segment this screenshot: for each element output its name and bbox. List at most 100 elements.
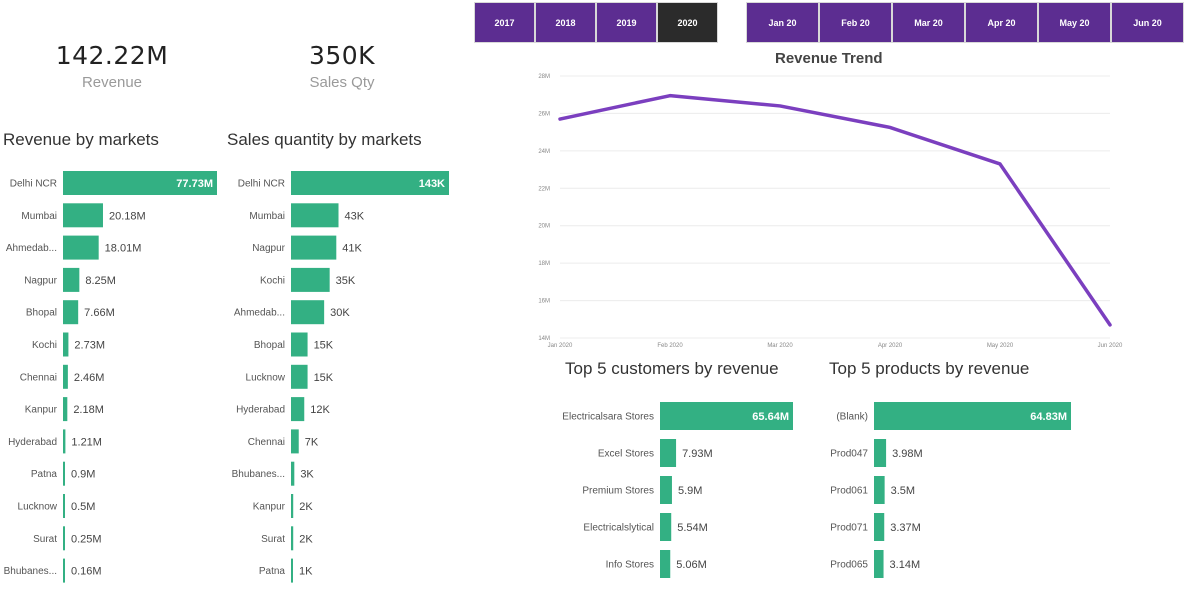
data-label-7: 12K bbox=[310, 404, 330, 416]
data-label-11: 0.25M bbox=[71, 533, 102, 545]
bar-10 bbox=[291, 494, 294, 518]
bar-12 bbox=[291, 558, 293, 583]
revenue-by-markets-title: Revenue by markets bbox=[3, 130, 159, 149]
category-label-3: Electricalslytical bbox=[583, 523, 654, 534]
data-label-7: 2.18M bbox=[73, 404, 104, 416]
data-label-3: 35K bbox=[336, 275, 356, 287]
month-slicer: Jan 20 Feb 20 Mar 20 Apr 20 May 20 Jun 2… bbox=[746, 2, 1184, 43]
revenue-kpi-label: Revenue bbox=[81, 74, 143, 91]
category-label-5: Bhopal bbox=[254, 340, 285, 351]
data-point-4 bbox=[998, 162, 1002, 166]
bar-8 bbox=[291, 429, 299, 454]
bar-5 bbox=[291, 332, 308, 357]
data-label-9: 0.9M bbox=[71, 469, 95, 481]
top5-customers-title: Top 5 customers by revenue bbox=[565, 359, 779, 378]
year-button-2019[interactable]: 2019 bbox=[596, 2, 657, 43]
y-tick-label-6: 26M bbox=[538, 111, 550, 117]
data-label-4: 30K bbox=[330, 307, 350, 319]
category-label-7: Hyderabad bbox=[236, 405, 285, 416]
month-button-mar[interactable]: Mar 20 bbox=[892, 2, 965, 43]
bar-4 bbox=[874, 550, 884, 578]
category-label-2: Ahmedab... bbox=[6, 243, 57, 254]
year-button-2017[interactable]: 2017 bbox=[474, 2, 535, 43]
data-label-0: 77.73M bbox=[176, 178, 213, 190]
data-point-3 bbox=[888, 125, 892, 129]
y-tick-label-5: 24M bbox=[538, 149, 550, 155]
category-label-3: Nagpur bbox=[24, 275, 57, 286]
bar-0 bbox=[63, 171, 217, 195]
x-tick-label-1: Feb 2020 bbox=[657, 343, 683, 349]
data-label-2: 3.5M bbox=[891, 485, 915, 497]
category-label-1: Mumbai bbox=[249, 211, 285, 222]
month-button-feb[interactable]: Feb 20 bbox=[819, 2, 892, 43]
data-label-5: 2.73M bbox=[74, 340, 105, 352]
revenue-trend-title: Revenue Trend bbox=[775, 50, 883, 67]
category-label-10: Lucknow bbox=[18, 502, 58, 513]
bar-3 bbox=[63, 267, 80, 292]
bar-1 bbox=[660, 439, 677, 467]
category-label-2: Nagpur bbox=[252, 243, 285, 254]
data-label-2: 41K bbox=[342, 243, 362, 255]
category-label-6: Chennai bbox=[20, 372, 57, 383]
data-label-1: 3.98M bbox=[892, 448, 923, 460]
category-label-1: Prod047 bbox=[830, 449, 868, 460]
top5-products-title: Top 5 products by revenue bbox=[829, 359, 1030, 378]
bar-2 bbox=[291, 235, 337, 260]
bar-9 bbox=[291, 461, 295, 486]
revenue-trend-chart: 14M 16M 18M 20M 22M 24M 26M 28M Jan 2020 Feb 2020… bbox=[538, 74, 1123, 349]
category-label-12: Patna bbox=[259, 566, 286, 577]
revenue-kpi-card: 142.22M Revenue bbox=[37, 41, 187, 91]
month-button-jun[interactable]: Jun 20 bbox=[1111, 2, 1184, 43]
bar-11 bbox=[291, 526, 294, 551]
data-label-10: 2K bbox=[299, 501, 313, 513]
bar-7 bbox=[63, 397, 68, 422]
x-tick-label-3: Apr 2020 bbox=[878, 343, 903, 349]
data-label-1: 20.18M bbox=[109, 210, 146, 222]
bar-11 bbox=[63, 526, 65, 551]
category-label-0: Delhi NCR bbox=[10, 179, 57, 190]
data-label-4: 7.66M bbox=[84, 307, 115, 319]
bar-6 bbox=[63, 364, 68, 389]
y-tick-label-7: 28M bbox=[538, 74, 550, 80]
data-label-3: 8.25M bbox=[85, 275, 116, 287]
x-tick-label-5: Jun 2020 bbox=[1098, 343, 1123, 349]
category-label-1: Mumbai bbox=[21, 211, 57, 222]
sales-qty-kpi-value: 350K bbox=[308, 41, 376, 70]
category-label-5: Kochi bbox=[32, 340, 57, 351]
year-button-2018[interactable]: 2018 bbox=[535, 2, 596, 43]
y-tick-label-0: 14M bbox=[538, 336, 550, 342]
bar-2 bbox=[874, 476, 885, 504]
y-tick-label-4: 22M bbox=[538, 186, 550, 192]
y-tick-label-1: 16M bbox=[538, 299, 550, 305]
bar-0 bbox=[660, 402, 793, 430]
category-label-4: Prod065 bbox=[830, 560, 868, 571]
category-label-10: Kanpur bbox=[253, 502, 286, 513]
top5-customers-chart: Electricalsara Stores 65.64M Excel Stores 7… bbox=[562, 402, 793, 578]
data-label-12: 0.16M bbox=[71, 566, 102, 578]
category-label-12: Bhubanes... bbox=[4, 566, 57, 577]
category-label-9: Bhubanes... bbox=[232, 469, 285, 480]
bar-9 bbox=[63, 461, 65, 486]
data-label-4: 5.06M bbox=[676, 559, 707, 571]
data-label-8: 7K bbox=[305, 436, 319, 448]
year-button-2020[interactable]: 2020 bbox=[657, 2, 718, 43]
bar-5 bbox=[63, 332, 69, 357]
bar-12 bbox=[63, 558, 65, 583]
sales-qty-by-markets-chart: Delhi NCR 143K Mumbai 43K Nagpur 41K Kochi 35K A… bbox=[232, 171, 449, 583]
data-label-0: 65.64M bbox=[752, 411, 789, 423]
month-button-apr[interactable]: Apr 20 bbox=[965, 2, 1038, 43]
bar-1 bbox=[291, 203, 339, 228]
bar-2 bbox=[63, 235, 99, 260]
bar-4 bbox=[63, 300, 79, 325]
sales-qty-kpi-label: Sales Qty bbox=[309, 74, 375, 91]
top5-products-chart: (Blank) 64.83M Prod047 3.98M Prod061 3.5M Prod… bbox=[830, 402, 1071, 578]
bar-10 bbox=[63, 494, 65, 518]
month-button-may[interactable]: May 20 bbox=[1038, 2, 1111, 43]
bar-8 bbox=[63, 429, 66, 454]
month-button-jan[interactable]: Jan 20 bbox=[746, 2, 819, 43]
data-point-2 bbox=[778, 104, 782, 108]
data-label-5: 15K bbox=[314, 340, 334, 352]
category-label-9: Patna bbox=[31, 469, 58, 480]
data-label-0: 143K bbox=[419, 178, 445, 190]
